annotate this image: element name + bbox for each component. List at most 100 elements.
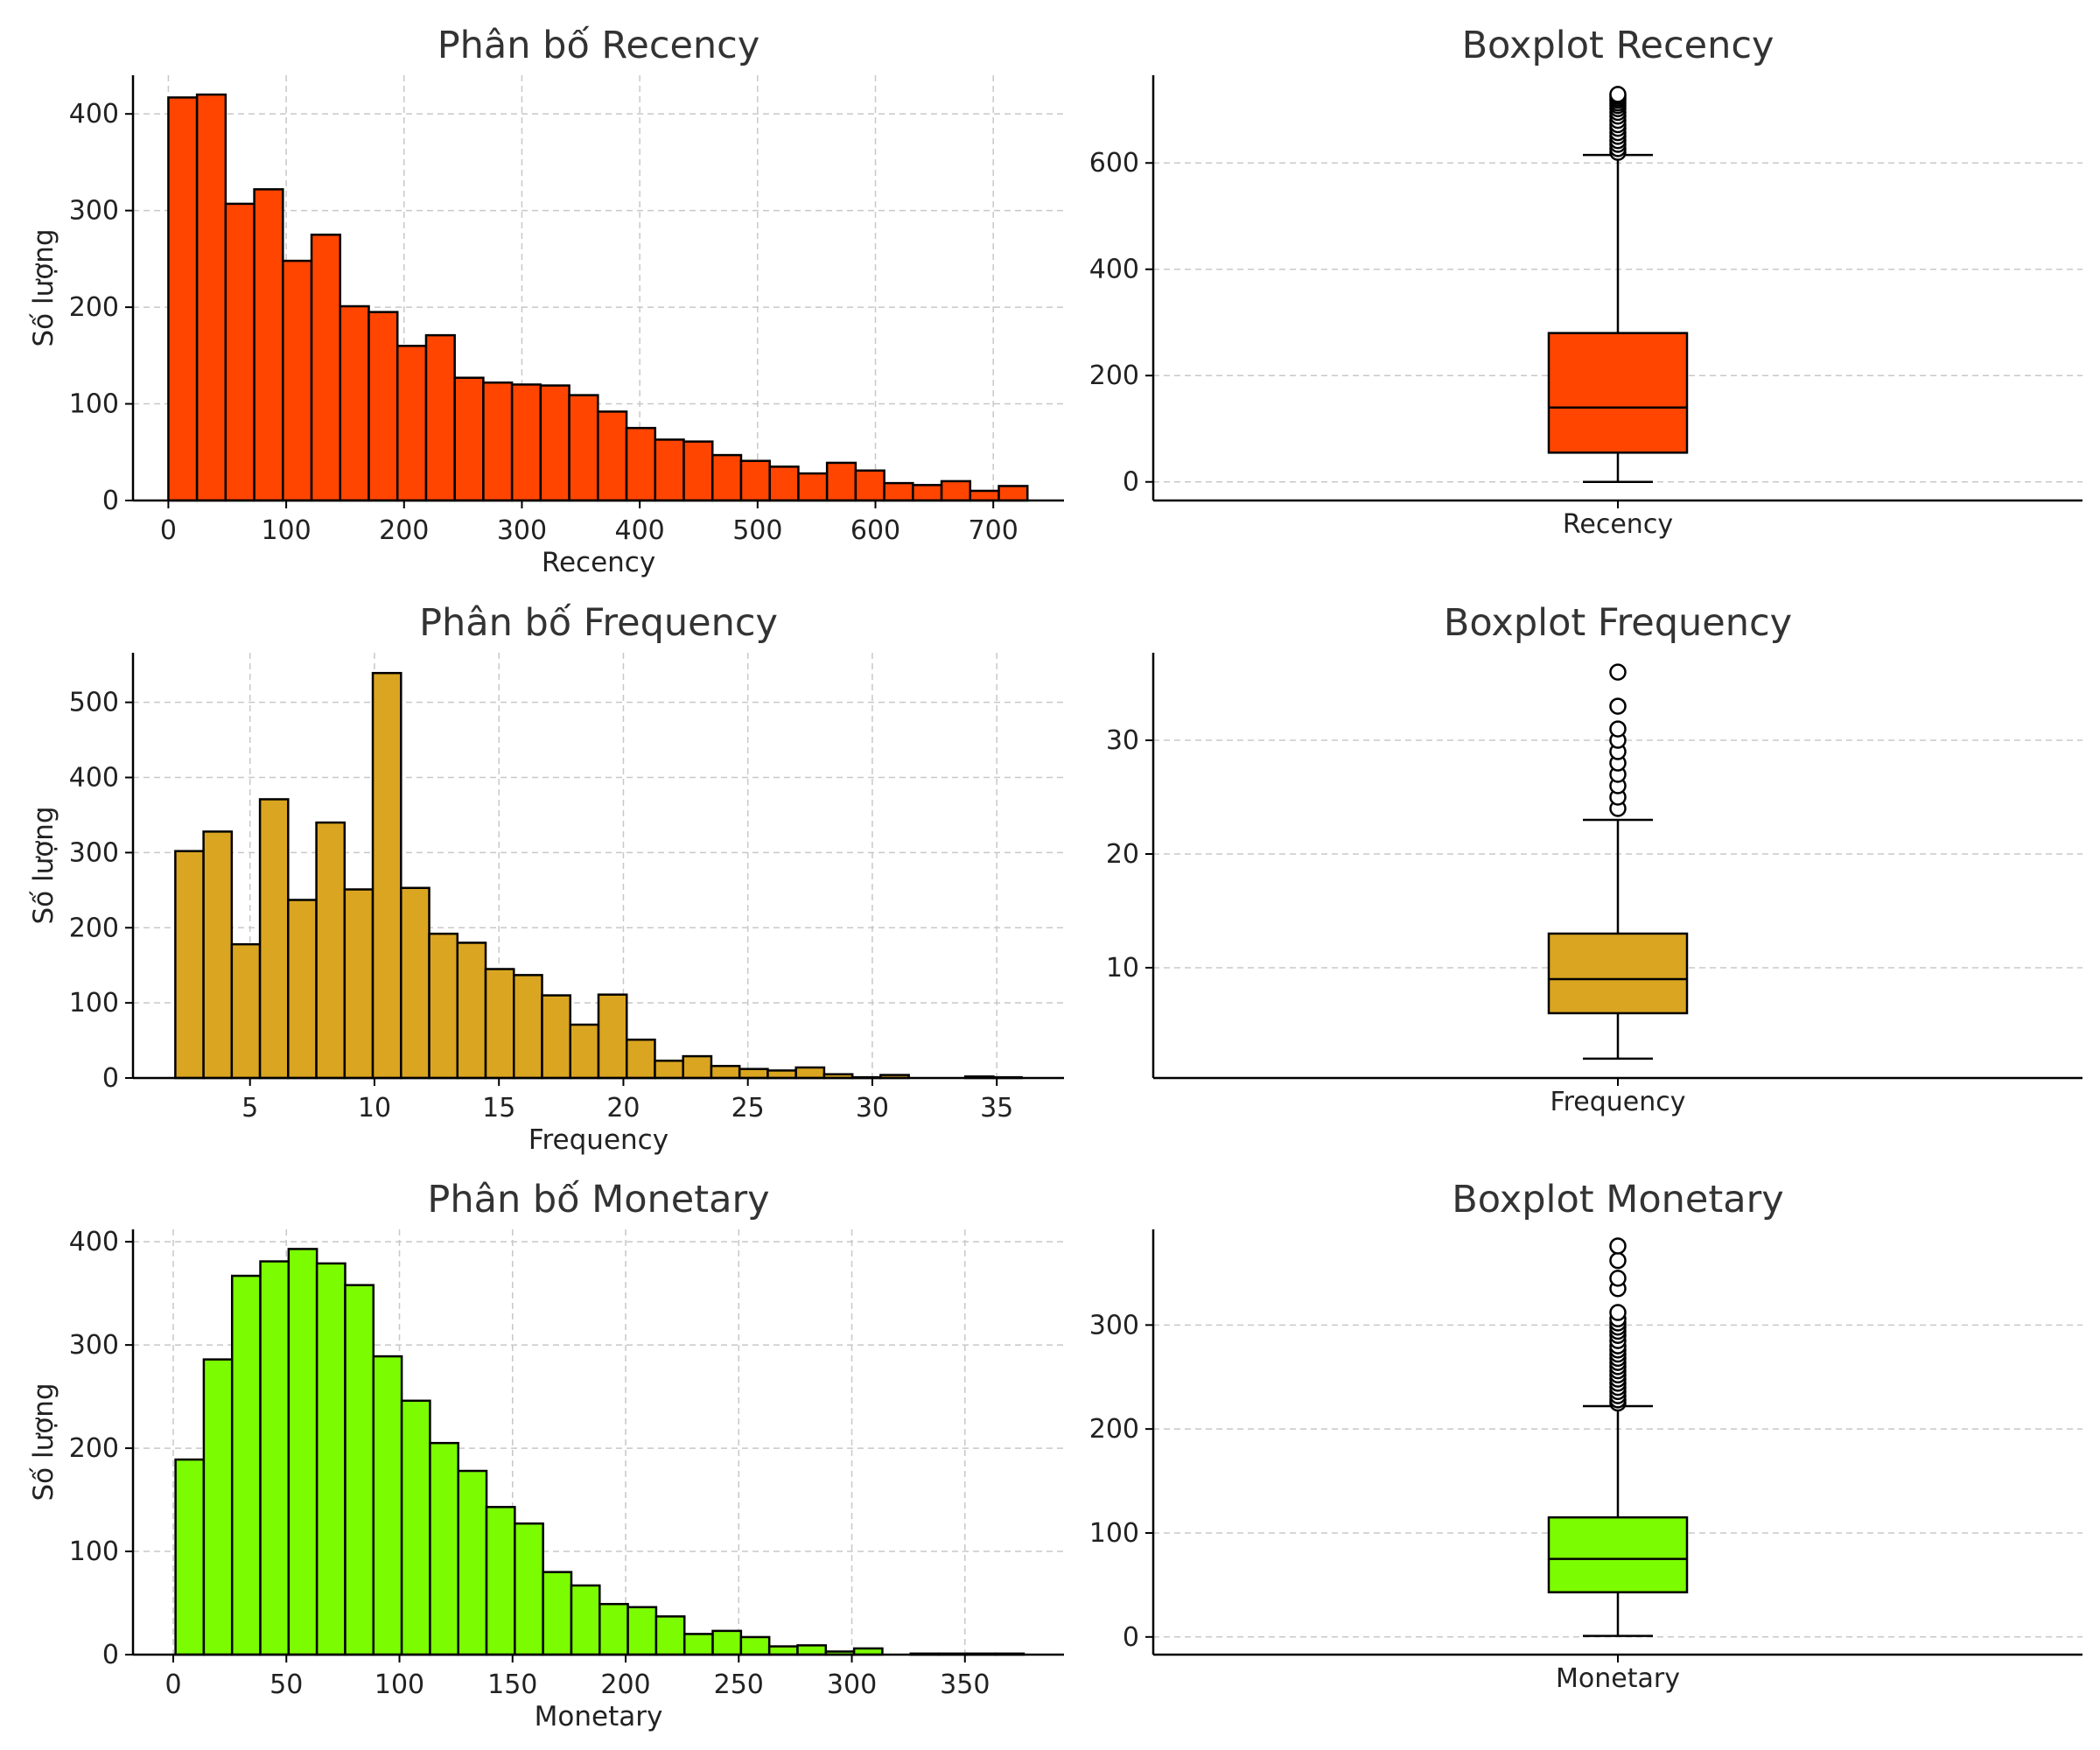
histogram-bar [372,1354,403,1656]
y-tick-label: 0 [102,1063,119,1094]
histogram-bar [969,489,1000,502]
y-tick-label: 400 [69,763,119,794]
histogram-bar [453,376,485,502]
boxplot-monetary: Boxplot Monetary 0 100 200 300 Monetary [1089,1178,2082,1694]
histogram-bar [940,480,972,502]
histogram-bar [654,438,685,502]
y-tick-label: 300 [69,196,119,227]
histogram-bar [396,345,428,502]
outlier-point [1609,1251,1627,1270]
histogram-bar [202,830,234,1080]
histogram-bar [682,1633,714,1656]
outlier-point [1609,1270,1627,1287]
chart-title: Phân bố Frequency [419,601,778,645]
x-tick-label: 100 [261,515,311,546]
outlier-point [1609,1304,1627,1321]
histogram-bar [768,466,800,502]
histogram-bar [682,440,714,502]
x-tick-label: Monetary [1556,1663,1680,1694]
histogram-bar [569,1023,600,1080]
chart-title: Boxplot Frequency [1444,601,1792,645]
histogram-bar [195,93,228,502]
y-tick-label: 200 [69,1433,119,1464]
histogram-bar [797,472,829,502]
histogram-bar [998,485,1029,502]
histogram-bar [597,410,628,502]
histogram-bar [710,1065,741,1080]
x-tick-label: 10 [358,1093,391,1124]
histogram-bar [825,461,858,502]
histogram-bar [539,384,570,502]
y-tick-label: 10 [1106,953,1139,984]
boxplot-recency: Boxplot Recency 0 200 400 600 Recency [1089,24,2082,540]
histogram-bar [253,188,284,502]
histogram-bar [424,333,456,502]
y-tick-label: 100 [69,389,119,420]
histogram-bar [654,1060,684,1080]
x-tick-label: 200 [379,515,429,546]
x-tick-label: Frequency [1550,1087,1686,1117]
histogram-bar [315,1262,346,1656]
x-tick-label: 600 [850,515,900,546]
chart-title: Phân bố Recency [438,24,760,67]
histogram-bar [710,453,743,502]
histogram-bar [739,459,771,502]
x-tick-label: 30 [856,1093,889,1124]
histogram-bar [167,96,199,502]
outlier-point [1609,1237,1627,1255]
x-tick-label: 25 [732,1093,765,1124]
box-iqr [1547,1516,1689,1593]
x-axis-label: Monetary [535,1701,663,1732]
boxplot-frequency: Boxplot Frequency 10 20 30 Frequency [1106,601,2082,1117]
histogram-bar [542,1571,573,1656]
x-tick-label: 300 [827,1670,877,1700]
histogram-bar [854,469,886,502]
histogram-bar [625,426,657,502]
histogram-bar [456,942,487,1080]
x-tick-label: 300 [497,515,547,546]
histogram-bar [344,1284,375,1656]
histogram-bar [598,1602,629,1656]
histogram-bar [794,1066,826,1080]
histogram-bar [368,311,399,502]
chart-title: Boxplot Recency [1462,24,1774,67]
x-tick-label: 5 [242,1093,258,1124]
histogram-bar [343,888,374,1080]
y-axis-label: Số lượng [28,228,60,346]
histogram-bar [230,1274,262,1656]
y-tick-label: 600 [1089,148,1139,178]
histogram-bar [400,886,430,1080]
histogram-bar [625,1038,656,1080]
x-tick-label: Recency [1563,509,1673,540]
outlier-point [1609,663,1627,681]
histogram-bar [739,1635,771,1656]
x-tick-label: 200 [600,1670,650,1700]
histogram-bar [711,1629,743,1656]
x-tick-label: 500 [732,515,782,546]
histogram-bar [224,202,256,502]
histogram-bar [484,968,515,1080]
histogram-bar [202,1358,234,1656]
x-tick-label: 250 [714,1670,764,1700]
x-tick-label: 15 [482,1093,515,1124]
histogram-bar [568,394,599,502]
histogram-bar [287,1248,318,1656]
histogram-bar [339,304,370,502]
x-tick-label: 50 [270,1670,303,1700]
histogram-bar [482,381,514,502]
x-tick-label: 100 [374,1670,424,1700]
x-tick-label: 0 [164,1670,181,1700]
y-tick-label: 0 [1123,1622,1139,1653]
histogram-bar [371,671,402,1080]
y-tick-label: 200 [1089,1414,1139,1445]
x-tick-label: 0 [160,515,177,546]
y-tick-label: 200 [1089,360,1139,391]
y-tick-label: 20 [1106,839,1139,870]
y-tick-label: 0 [102,1640,119,1670]
y-axis-label: Số lượng [28,806,60,924]
histogram-bar [174,1458,206,1656]
x-tick-label: 150 [487,1670,537,1700]
histogram-bar [457,1469,488,1656]
histogram-bar [597,993,628,1080]
